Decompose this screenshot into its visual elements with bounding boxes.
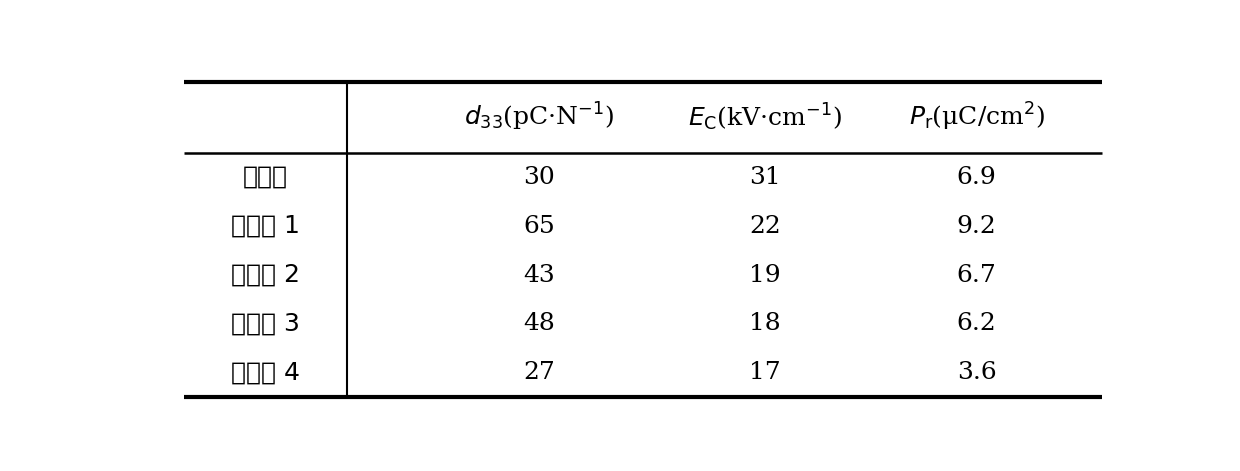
Text: 对比例: 对比例 bbox=[243, 165, 288, 189]
Text: 19: 19 bbox=[749, 264, 781, 286]
Text: 6.7: 6.7 bbox=[957, 264, 997, 286]
Text: 22: 22 bbox=[749, 215, 781, 237]
Text: 48: 48 bbox=[523, 312, 556, 335]
Text: 实施例 4: 实施例 4 bbox=[231, 361, 300, 385]
Text: 43: 43 bbox=[523, 264, 556, 286]
Text: 31: 31 bbox=[749, 166, 781, 188]
Text: $E_{\mathrm{C}}$(kV·cm$^{-1}$): $E_{\mathrm{C}}$(kV·cm$^{-1}$) bbox=[688, 102, 842, 133]
Text: 27: 27 bbox=[523, 361, 556, 384]
Text: 9.2: 9.2 bbox=[957, 215, 997, 237]
Text: $P_{\mathrm{r}}$(μC/cm$^{2}$): $P_{\mathrm{r}}$(μC/cm$^{2}$) bbox=[909, 101, 1044, 133]
Text: 18: 18 bbox=[749, 312, 781, 335]
Text: 65: 65 bbox=[523, 215, 556, 237]
Text: 实施例 3: 实施例 3 bbox=[231, 312, 300, 336]
Text: 实施例 1: 实施例 1 bbox=[231, 214, 300, 238]
Text: 实施例 2: 实施例 2 bbox=[231, 263, 300, 287]
Text: 6.9: 6.9 bbox=[957, 166, 997, 188]
Text: 30: 30 bbox=[523, 166, 556, 188]
Text: 3.6: 3.6 bbox=[957, 361, 997, 384]
Text: $d_{33}$(pC·N$^{-1}$): $d_{33}$(pC·N$^{-1}$) bbox=[465, 101, 614, 133]
Text: 6.2: 6.2 bbox=[957, 312, 997, 335]
Text: 17: 17 bbox=[749, 361, 781, 384]
